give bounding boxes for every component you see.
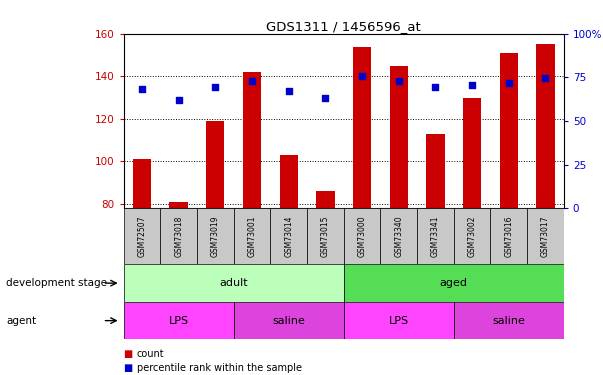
Bar bbox=[243, 72, 261, 208]
Bar bbox=[500, 53, 518, 208]
Text: GSM73001: GSM73001 bbox=[247, 216, 256, 257]
Point bbox=[467, 82, 477, 88]
Point bbox=[394, 78, 403, 84]
Bar bbox=[536, 44, 555, 208]
Bar bbox=[280, 155, 298, 208]
Bar bbox=[307, 208, 344, 264]
Bar bbox=[160, 208, 197, 264]
Bar bbox=[417, 208, 454, 264]
Text: percentile rank within the sample: percentile rank within the sample bbox=[137, 363, 302, 373]
Text: GSM73018: GSM73018 bbox=[174, 216, 183, 257]
Bar bbox=[124, 264, 344, 302]
Bar bbox=[124, 302, 234, 339]
Point bbox=[137, 86, 147, 92]
Text: LPS: LPS bbox=[389, 316, 409, 326]
Bar bbox=[169, 202, 188, 208]
Bar bbox=[527, 208, 564, 264]
Text: GSM73014: GSM73014 bbox=[284, 216, 293, 257]
Bar bbox=[454, 302, 564, 339]
Bar bbox=[390, 66, 408, 208]
Bar bbox=[206, 121, 224, 208]
Text: GSM73015: GSM73015 bbox=[321, 216, 330, 257]
Text: LPS: LPS bbox=[169, 316, 189, 326]
Text: GSM72507: GSM72507 bbox=[137, 216, 147, 257]
Bar bbox=[490, 208, 527, 264]
Point bbox=[174, 97, 183, 103]
Bar bbox=[234, 302, 344, 339]
Text: GSM73002: GSM73002 bbox=[467, 216, 476, 257]
Text: saline: saline bbox=[492, 316, 525, 326]
Point bbox=[357, 73, 367, 79]
Bar bbox=[270, 208, 307, 264]
Text: GSM73016: GSM73016 bbox=[504, 216, 513, 257]
Text: GSM73340: GSM73340 bbox=[394, 215, 403, 257]
Text: GSM73017: GSM73017 bbox=[541, 216, 550, 257]
Text: development stage: development stage bbox=[6, 278, 107, 288]
Title: GDS1311 / 1456596_at: GDS1311 / 1456596_at bbox=[267, 20, 421, 33]
Bar bbox=[344, 208, 380, 264]
Bar bbox=[133, 159, 151, 208]
Bar bbox=[234, 208, 270, 264]
Bar bbox=[197, 208, 234, 264]
Point bbox=[247, 78, 257, 84]
Point bbox=[210, 84, 220, 90]
Bar bbox=[316, 191, 335, 208]
Text: GSM73341: GSM73341 bbox=[431, 216, 440, 257]
Text: GSM73000: GSM73000 bbox=[358, 215, 367, 257]
Text: GSM73019: GSM73019 bbox=[211, 216, 220, 257]
Text: agent: agent bbox=[6, 316, 36, 326]
Point bbox=[321, 94, 330, 100]
Text: ■: ■ bbox=[124, 363, 133, 373]
Text: count: count bbox=[137, 350, 165, 359]
Text: aged: aged bbox=[440, 278, 468, 288]
Bar bbox=[426, 134, 444, 208]
Bar bbox=[344, 264, 564, 302]
Bar bbox=[454, 208, 490, 264]
Point bbox=[284, 88, 294, 94]
Text: adult: adult bbox=[219, 278, 248, 288]
Bar bbox=[380, 208, 417, 264]
Point bbox=[431, 84, 440, 90]
Text: ■: ■ bbox=[124, 350, 133, 359]
Bar bbox=[353, 46, 371, 208]
Bar bbox=[344, 302, 454, 339]
Text: saline: saline bbox=[272, 316, 305, 326]
Bar bbox=[463, 98, 481, 208]
Point bbox=[504, 80, 514, 86]
Bar bbox=[124, 208, 160, 264]
Point bbox=[541, 75, 551, 81]
